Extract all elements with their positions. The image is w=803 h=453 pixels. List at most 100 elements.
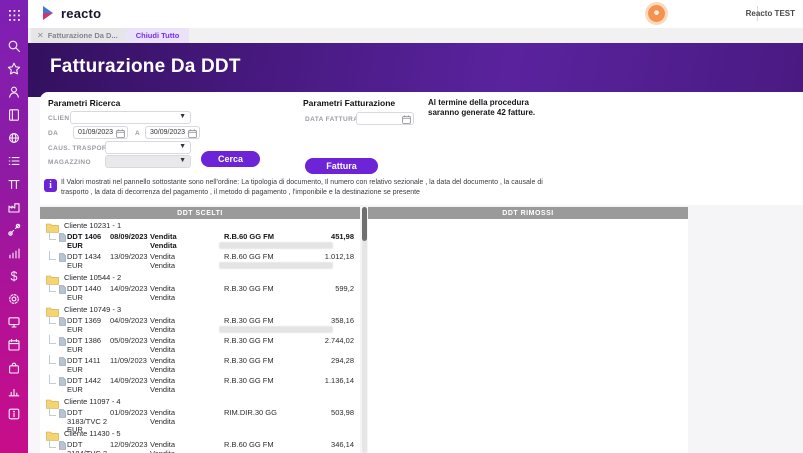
ddt-number: DDT 1442 EUR xyxy=(67,376,102,394)
client-folder-row[interactable]: Cliente 10231 - 1 xyxy=(40,219,360,233)
tree-connector xyxy=(49,335,56,344)
tab-fatturazione-da-ddt[interactable]: ✕ Fatturazione Da D... xyxy=(31,28,126,43)
date-from-input[interactable]: 01/09/2023 xyxy=(73,126,128,139)
ddt-payment: R.B.60 GG FM xyxy=(224,232,275,241)
ddt-payment: R.B.60 GG FM xyxy=(224,440,274,449)
ddt-destination-redacted xyxy=(219,261,333,269)
ledger-icon[interactable] xyxy=(7,108,21,122)
invoice-params-title: Parametri Fatturazione xyxy=(303,98,396,108)
close-all-label: Chiudi Tutto xyxy=(135,31,180,40)
ddt-number: DDT 3183/TVC 2 EUR xyxy=(67,408,108,434)
environment-label: Reacto TEST xyxy=(745,9,795,18)
ddt-cause: Vendita Vendita xyxy=(150,408,176,426)
star-icon[interactable] xyxy=(7,62,21,76)
invoice-button[interactable]: Fattura xyxy=(305,158,378,174)
invoice-date-input[interactable] xyxy=(356,112,414,125)
logo-mark-icon xyxy=(43,6,53,20)
ddt-row[interactable]: DDT 3183/TVC 2 EUR 01/09/2023 Vendita Vend… xyxy=(40,407,360,434)
client-folder-row[interactable]: Cliente 10749 - 3 xyxy=(40,303,360,317)
ddt-date: 08/09/2023 xyxy=(110,232,148,241)
page-title: Fatturazione Da DDT xyxy=(50,56,241,77)
apps-grid-icon[interactable] xyxy=(7,8,21,22)
date-to-input[interactable]: 30/09/2023 xyxy=(145,126,200,139)
tree-connector xyxy=(49,439,56,448)
calendar-icon[interactable] xyxy=(116,128,125,138)
ddt-number: DDT 1406 EUR xyxy=(67,232,102,250)
ddt-amount: 503,98 xyxy=(331,408,354,417)
warehouse-select[interactable]: ▼ xyxy=(105,155,191,168)
ddt-cause: Vendita Vendita xyxy=(150,316,176,334)
workflow-icon[interactable] xyxy=(7,177,21,191)
tree-connector xyxy=(49,355,56,364)
settings-icon[interactable] xyxy=(7,292,21,306)
ddt-payment: R.B.30 GG FM xyxy=(224,316,274,325)
ddt-date: 14/09/2023 xyxy=(110,376,148,385)
info-icon: i xyxy=(44,179,57,192)
monitor-icon[interactable] xyxy=(7,315,21,329)
close-tab-icon[interactable]: ✕ xyxy=(37,31,44,40)
folder-icon xyxy=(46,428,59,446)
tree-connector xyxy=(49,407,56,416)
client-folder-row[interactable]: Cliente 11097 - 4 xyxy=(40,395,360,409)
document-icon xyxy=(59,233,66,244)
tree-connector xyxy=(49,231,56,240)
client-select[interactable]: ▼ xyxy=(70,111,191,124)
scrollbar-thumb[interactable] xyxy=(361,207,367,241)
calendar-icon[interactable] xyxy=(402,114,411,124)
tools-icon[interactable] xyxy=(7,223,21,237)
panel-scrollbar[interactable] xyxy=(361,207,367,453)
dollar-icon[interactable]: $ xyxy=(7,269,21,283)
chart-icon[interactable] xyxy=(7,384,21,398)
ddt-tree: Cliente 10231 - 1 DDT 1406 EUR 08/09/2023 V… xyxy=(40,219,360,453)
ddt-row[interactable]: DDT 1440 EUR 14/09/2023 Vendita Vendita R.B… xyxy=(40,283,360,303)
ddt-row[interactable]: DDT 1434 EUR 13/09/2023 Vendita Vendita R.B… xyxy=(40,251,360,271)
ddt-amount: 2.744,02 xyxy=(324,336,354,345)
ddt-row[interactable]: DDT 1386 EUR 05/09/2023 Vendita Vendita R.B… xyxy=(40,335,360,355)
ddt-date: 12/09/2023 xyxy=(110,440,148,449)
panel-ddt-scelti-header: DDT SCELTI xyxy=(40,207,360,219)
transport-cause-select[interactable]: ▼ xyxy=(105,141,191,154)
calendar-icon[interactable] xyxy=(7,338,21,352)
ddt-cause: Vendita Vendita xyxy=(150,440,176,453)
close-all-tabs-button[interactable]: Chiudi Tutto xyxy=(125,28,190,43)
warehouse-label: MAGAZZINO xyxy=(48,159,91,166)
topbar: reacto Reacto TEST xyxy=(28,0,803,28)
ddt-amount: 358,16 xyxy=(331,316,354,325)
client-folder-label: Cliente 10544 - 2 xyxy=(64,273,122,282)
search-icon[interactable] xyxy=(7,39,21,53)
calendar-icon[interactable] xyxy=(188,128,197,138)
ddt-number: DDT 3184/TVC 2 EUR xyxy=(67,440,108,453)
ddt-date: 13/09/2023 xyxy=(110,252,148,261)
document-icon xyxy=(59,337,66,348)
client-folder-row[interactable]: Cliente 11430 - 5 xyxy=(40,427,360,441)
client-folder-label: Cliente 11430 - 5 xyxy=(64,429,121,438)
production-icon[interactable] xyxy=(7,200,21,214)
ddt-row[interactable]: DDT 1442 EUR 14/09/2023 Vendita Vendita R.B… xyxy=(40,375,360,395)
folder-icon xyxy=(46,220,59,238)
user-avatar[interactable] xyxy=(648,5,665,22)
analytics-icon[interactable] xyxy=(7,246,21,260)
bag-icon[interactable] xyxy=(7,361,21,375)
panel-ddt-rimossi-header: DDT RIMOSSI xyxy=(368,207,688,219)
list-icon[interactable] xyxy=(7,154,21,168)
client-folder-label: Cliente 10749 - 3 xyxy=(64,305,122,314)
ddt-amount: 599,2 xyxy=(335,284,354,293)
user-icon[interactable] xyxy=(7,85,21,99)
ddt-date: 14/09/2023 xyxy=(110,284,148,293)
globe-icon[interactable] xyxy=(7,131,21,145)
tree-connector xyxy=(49,375,56,384)
ddt-cause: Vendita Vendita xyxy=(150,336,176,354)
ddt-row[interactable]: DDT 1411 EUR 11/09/2023 Vendita Vendita R.B… xyxy=(40,355,360,375)
ddt-date: 01/09/2023 xyxy=(110,408,148,417)
ddt-row[interactable]: DDT 1369 EUR 04/09/2023 Vendita Vendita R.B… xyxy=(40,315,360,335)
ddt-date: 04/09/2023 xyxy=(110,316,148,325)
ddt-number: DDT 1369 EUR xyxy=(67,316,102,334)
ddt-row[interactable]: DDT 1406 EUR 08/09/2023 Vendita Vendita R.B… xyxy=(40,231,360,251)
tab-label: Fatturazione Da D... xyxy=(47,31,118,40)
client-folder-row[interactable]: Cliente 10544 - 2 xyxy=(40,271,360,285)
date-from-value: 01/09/2023 xyxy=(78,129,114,136)
search-button[interactable]: Cerca xyxy=(201,151,260,167)
info-icon[interactable] xyxy=(7,407,21,421)
